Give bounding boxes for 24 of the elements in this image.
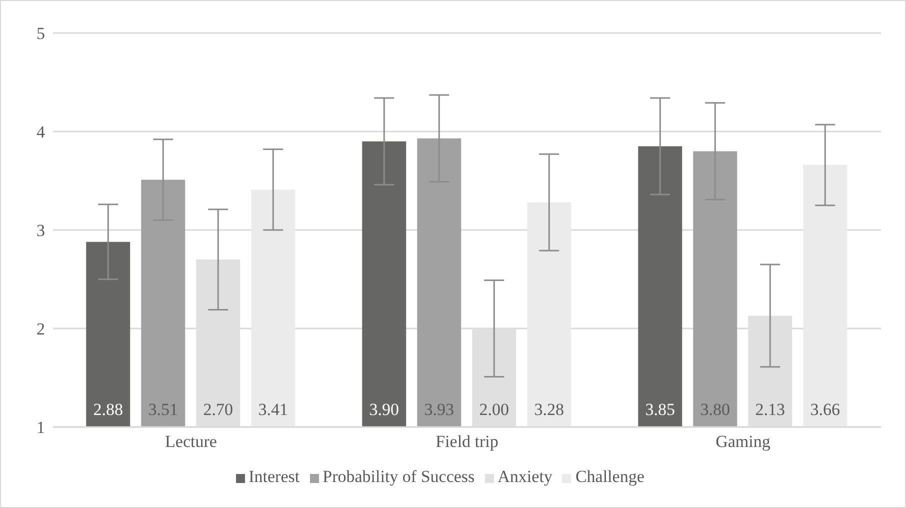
data-label: 3.66 (810, 400, 840, 419)
legend-label: Anxiety (498, 467, 552, 486)
data-label: 3.90 (369, 400, 399, 419)
x-tick-label: Field trip (436, 432, 498, 452)
y-tick-label: 1 (36, 418, 45, 438)
data-label: 3.28 (534, 400, 564, 419)
data-label: 2.00 (479, 400, 509, 419)
legend-label: Challenge (575, 467, 644, 486)
legend-label: Interest (248, 467, 300, 486)
data-label: 2.88 (93, 400, 123, 419)
data-label: 2.70 (203, 400, 233, 419)
data-label: 3.41 (258, 400, 288, 419)
y-tick-label: 2 (36, 320, 45, 339)
legend-label: Probability of Success (322, 467, 475, 486)
data-label: 3.80 (700, 400, 730, 419)
x-tick-label: Lecture (165, 432, 217, 452)
y-tick-label: 4 (36, 122, 46, 142)
y-tick-label: 5 (36, 24, 45, 44)
y-tick-label: 3 (36, 221, 45, 240)
data-label: 3.93 (424, 400, 454, 419)
data-label: 3.51 (148, 400, 178, 419)
data-label: 3.85 (645, 400, 675, 419)
x-tick-label: Gaming (716, 432, 771, 452)
data-label: 2.13 (755, 400, 785, 419)
